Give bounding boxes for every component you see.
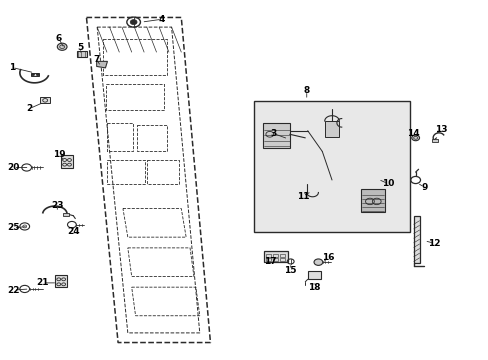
Bar	[265, 258, 271, 261]
Circle shape	[31, 73, 34, 76]
Text: 19: 19	[53, 150, 66, 159]
Text: 9: 9	[420, 183, 427, 192]
Circle shape	[57, 43, 67, 50]
Bar	[272, 258, 278, 261]
Text: 13: 13	[434, 126, 447, 135]
Text: 1: 1	[9, 63, 15, 72]
Bar	[40, 98, 50, 103]
Bar	[431, 139, 437, 143]
Text: 20: 20	[7, 163, 20, 172]
Bar	[61, 155, 73, 168]
Bar	[279, 253, 285, 257]
Text: 24: 24	[67, 227, 80, 236]
Circle shape	[411, 135, 419, 141]
Text: 2: 2	[26, 104, 33, 113]
Text: 12: 12	[427, 239, 440, 248]
Text: 25: 25	[7, 223, 20, 232]
Bar	[264, 251, 287, 262]
Text: 11: 11	[296, 192, 308, 201]
Bar	[307, 271, 321, 279]
Text: 22: 22	[7, 285, 20, 294]
Text: 7: 7	[93, 55, 99, 64]
Circle shape	[36, 73, 39, 76]
Bar	[30, 73, 39, 76]
Bar	[279, 258, 285, 261]
Text: 3: 3	[270, 129, 276, 138]
Circle shape	[313, 259, 322, 265]
Bar	[254, 102, 409, 232]
Bar	[263, 123, 289, 148]
Text: 10: 10	[381, 179, 393, 188]
Text: 16: 16	[321, 253, 334, 262]
Bar	[265, 253, 271, 257]
Circle shape	[130, 19, 137, 24]
Bar	[55, 275, 66, 287]
Text: 15: 15	[284, 266, 296, 275]
Text: 5: 5	[78, 43, 83, 52]
Bar	[324, 121, 339, 137]
Text: 17: 17	[264, 257, 276, 266]
Text: 4: 4	[158, 15, 164, 24]
Bar	[77, 51, 87, 58]
Text: 14: 14	[407, 129, 419, 138]
Text: 23: 23	[51, 201, 63, 210]
Text: 8: 8	[303, 86, 309, 95]
Text: 18: 18	[307, 283, 320, 292]
Bar	[62, 213, 69, 216]
Bar	[361, 189, 384, 212]
Bar	[413, 216, 419, 263]
Text: 21: 21	[37, 278, 49, 287]
Polygon shape	[97, 62, 107, 68]
Text: 6: 6	[56, 35, 62, 44]
Bar	[272, 253, 278, 257]
